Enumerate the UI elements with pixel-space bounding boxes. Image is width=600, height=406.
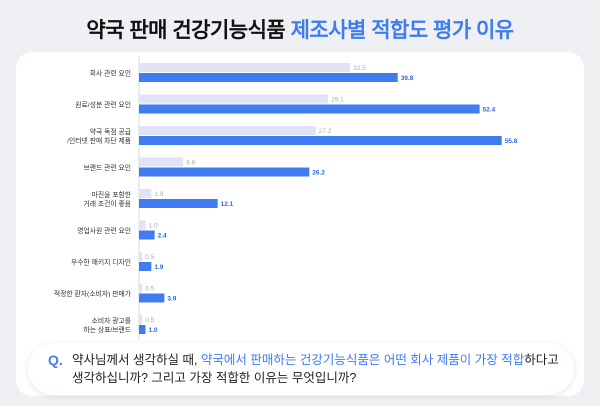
bar-series-2 — [139, 73, 398, 82]
data-label: 52.4 — [483, 107, 496, 114]
page-title: 약국 판매 건강기능식품 제조사별 적합도 평가 이유 — [0, 14, 600, 44]
bar-series-1 — [139, 252, 143, 261]
bar-series-2 — [139, 230, 155, 240]
question-part2: 하다고 생각하십니까? 그리고 가장 적합한 이유는 무엇입니까? — [72, 353, 559, 385]
title-accent: 제조사별 적합도 평가 이유 — [290, 19, 515, 42]
category-label: 소비자 광고를 — [92, 316, 131, 325]
question-part1: 약사님께서 생각하실 때, — [72, 353, 201, 367]
bar-series-2 — [139, 325, 146, 334]
category-label: 원료/성분 관련 요인 — [75, 100, 131, 109]
data-label: 1.0 — [149, 327, 158, 334]
data-label: 0.5 — [145, 286, 154, 293]
data-label: 2.4 — [158, 233, 167, 240]
bar-series-1 — [139, 189, 152, 198]
data-label: 6.8 — [186, 160, 195, 167]
data-label: 29.1 — [331, 97, 344, 104]
category-label: /인터넷 판매 차단 제품 — [67, 136, 131, 145]
title-main: 약국 판매 건강기능식품 — [86, 19, 286, 42]
data-label: 0.5 — [145, 317, 154, 324]
bar-series-2 — [139, 293, 165, 303]
bar-series-2 — [139, 199, 218, 208]
bar-series-2 — [139, 104, 480, 114]
category-label: 거래 조건이 좋음 — [83, 199, 131, 208]
data-label: 3.9 — [167, 296, 176, 303]
category-label: 영업사원 관련 요인 — [77, 226, 131, 235]
data-label: 26.2 — [312, 170, 325, 177]
bar-series-1 — [139, 315, 143, 324]
data-label: 27.2 — [319, 128, 332, 135]
bar-series-2 — [139, 167, 310, 177]
category-label: 약국 독점 공급 — [90, 127, 131, 136]
question-highlight: 약국에서 판매하는 건강기능식품은 어떤 회사 제품이 가장 적합 — [200, 353, 525, 367]
bar-series-1 — [139, 283, 143, 293]
bar-series-1 — [139, 63, 351, 72]
bar-chart: 회사 관련 요인 32.5 39.8 원료/성분 관련 요인 29.1 52.4 약국 독점… — [54, 56, 518, 341]
question-box: Q. 약사님께서 생각하실 때, 약국에서 판매하는 건강기능식품은 어떤 회사… — [28, 343, 574, 395]
data-label: 55.8 — [505, 138, 518, 145]
bar-series-2 — [139, 262, 152, 271]
question-text: 약사님께서 생각하실 때, 약국에서 판매하는 건강기능식품은 어떤 회사 제품… — [72, 351, 562, 387]
data-label: 1.9 — [154, 264, 163, 271]
data-label: 1.0 — [149, 223, 158, 230]
question-mark: Q. — [48, 352, 63, 368]
category-label: 브랜드 관련 요인 — [83, 163, 131, 172]
bar-series-1 — [139, 94, 329, 104]
category-label: 하는 상표/브랜드 — [83, 325, 131, 334]
data-label: 12.1 — [221, 201, 234, 208]
bar-series-1 — [139, 157, 184, 167]
data-label: 0.5 — [145, 254, 154, 261]
bar-series-1 — [139, 126, 316, 135]
category-label: 회사 관련 요인 — [90, 69, 131, 78]
category-label: 마진을 포함한 — [92, 190, 131, 199]
category-label: 우수한 패키지 디자인 — [71, 258, 131, 267]
bar-series-1 — [139, 220, 146, 230]
category-label: 적정한 환자(소비자) 판매가 — [54, 289, 132, 298]
data-label: 32.5 — [353, 65, 366, 72]
data-label: 1.9 — [154, 191, 163, 198]
bar-series-2 — [139, 136, 502, 145]
data-label: 39.8 — [401, 75, 414, 82]
